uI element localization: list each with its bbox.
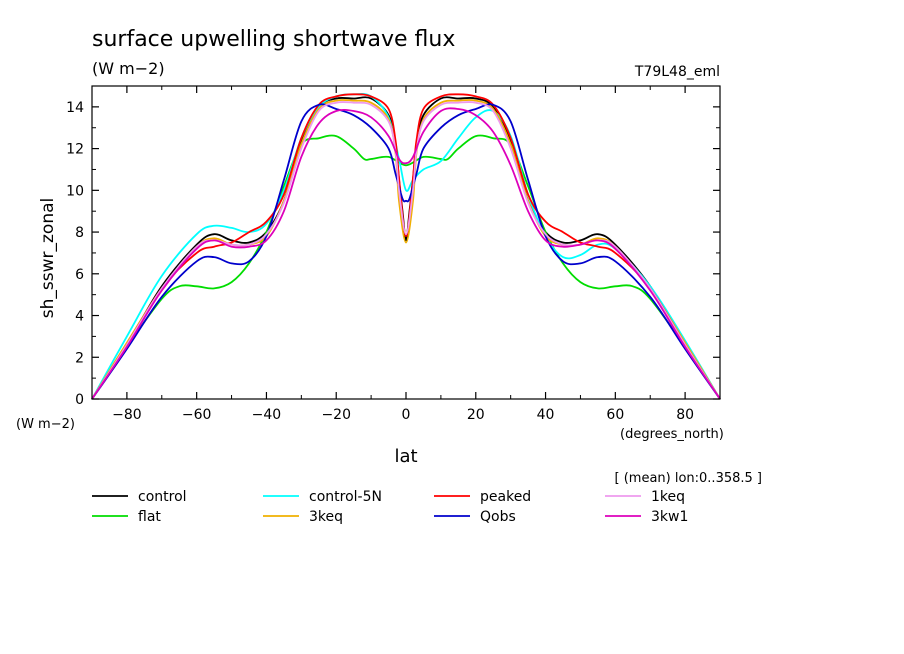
subset-note: [ (mean) lon:0..358.5 ] [615, 471, 763, 486]
y-tick-label: 14 [66, 100, 84, 116]
chart-title: surface upwelling shortwave flux [92, 27, 455, 52]
y-axis-label: sh_sswr_zonal [38, 198, 58, 318]
legend: control flat control-5N 3keq peaked Qobs 1keq 3… [92, 489, 688, 525]
legend-item-1keq: 1keq [605, 489, 685, 505]
x-tick-label: −80 [112, 407, 142, 423]
legend-item-qobs: Qobs [434, 509, 516, 525]
legend-item-3kw1: 3kw1 [605, 509, 688, 525]
y-tick-label: 8 [75, 225, 84, 241]
y-tick-label: 6 [75, 267, 84, 283]
legend-label: flat [138, 509, 161, 525]
x-tick-label: 40 [537, 407, 555, 423]
x-tick-label: −60 [182, 407, 212, 423]
x-tick-label: −40 [252, 407, 282, 423]
x-tick-label: 20 [467, 407, 485, 423]
y-tick-label: 10 [66, 183, 84, 199]
y-axis-units: (W m−2) [16, 417, 75, 432]
legend-label: control [138, 489, 187, 505]
y-tick-label: 0 [75, 392, 84, 408]
ticks-layer: −80 −60 −40 −20 0 20 40 60 80 0 2 4 6 8 10 12 14 [66, 86, 721, 423]
x-tick-label: 0 [402, 407, 411, 423]
y-tick-label: 2 [75, 350, 84, 366]
x-tick-label: −20 [321, 407, 351, 423]
legend-label: 3kw1 [651, 509, 688, 525]
y-tick-label: 4 [75, 309, 84, 325]
experiment-label: T79L48_eml [634, 64, 720, 80]
legend-label: 3keq [309, 509, 343, 525]
series-line-3kw1 [91, 107, 721, 400]
series-line-peaked [91, 93, 721, 400]
legend-item-3keq: 3keq [263, 509, 343, 525]
series-line-3keq [91, 99, 721, 400]
x-tick-label: 80 [676, 407, 694, 423]
x-axis-units: (degrees_north) [620, 427, 724, 442]
series-layer [91, 93, 721, 400]
y-tick-label: 12 [66, 142, 84, 158]
legend-item-peaked: peaked [434, 489, 531, 505]
series-line-qobs [91, 103, 721, 400]
legend-item-flat: flat [92, 509, 161, 525]
legend-item-control: control [92, 489, 187, 505]
legend-label: peaked [480, 489, 531, 505]
series-line-flat [91, 134, 721, 400]
series-line-control-5n [91, 93, 721, 400]
legend-label: 1keq [651, 489, 685, 505]
legend-item-control-5n: control-5N [263, 489, 382, 505]
series-line-1keq [91, 101, 721, 400]
x-axis-label: lat [394, 446, 417, 467]
legend-label: control-5N [309, 489, 382, 505]
series-line-control [91, 96, 721, 400]
x-tick-label: 60 [606, 407, 624, 423]
chart-units: (W m−2) [92, 59, 165, 78]
legend-label: Qobs [480, 509, 516, 525]
